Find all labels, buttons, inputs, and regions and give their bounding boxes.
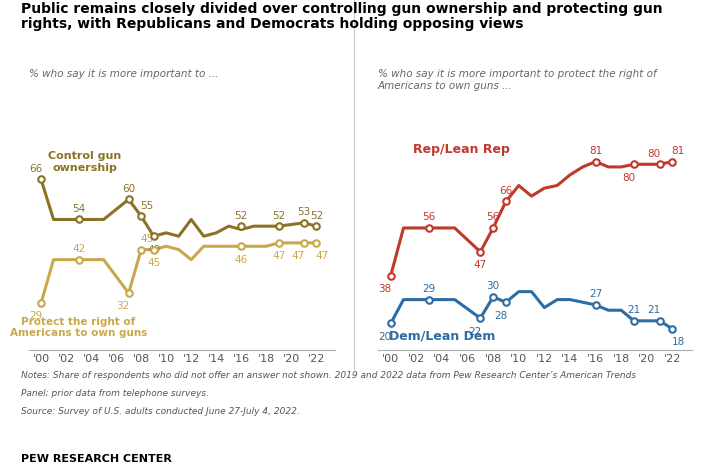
- Text: 29: 29: [423, 284, 436, 294]
- Point: [73, 256, 84, 263]
- Point: [590, 301, 601, 309]
- Text: 60: 60: [122, 184, 135, 194]
- Text: 47: 47: [473, 260, 487, 270]
- Text: 66: 66: [29, 164, 42, 174]
- Text: Dem/Lean Dem: Dem/Lean Dem: [389, 329, 495, 342]
- Text: Control gun
ownership: Control gun ownership: [48, 151, 121, 173]
- Text: 28: 28: [494, 311, 507, 321]
- Point: [235, 222, 247, 230]
- Point: [311, 222, 322, 230]
- Point: [654, 317, 665, 324]
- Text: 21: 21: [627, 305, 640, 315]
- Point: [667, 325, 678, 333]
- Point: [148, 246, 160, 254]
- Text: 30: 30: [486, 281, 500, 291]
- Point: [273, 222, 284, 230]
- Text: 80: 80: [647, 149, 661, 159]
- Point: [424, 296, 435, 303]
- Point: [475, 315, 486, 322]
- Text: Notes: Share of respondents who did not offer an answer not shown. 2019 and 2022: Notes: Share of respondents who did not …: [21, 371, 637, 380]
- Point: [298, 219, 309, 227]
- Text: 47: 47: [272, 251, 285, 261]
- Text: Public remains closely divided over controlling gun ownership and protecting gun: Public remains closely divided over cont…: [21, 2, 663, 17]
- Point: [628, 160, 640, 168]
- Text: rights, with Republicans and Democrats holding opposing views: rights, with Republicans and Democrats h…: [21, 17, 524, 31]
- Point: [123, 196, 134, 203]
- Text: 53: 53: [297, 207, 310, 217]
- Text: 55: 55: [140, 201, 153, 210]
- Point: [73, 216, 84, 223]
- Text: 42: 42: [72, 244, 85, 254]
- Text: Source: Survey of U.S. adults conducted June 27-July 4, 2022.: Source: Survey of U.S. adults conducted …: [21, 407, 300, 416]
- Text: 66: 66: [499, 186, 513, 196]
- Point: [148, 232, 160, 240]
- Point: [298, 239, 309, 247]
- Text: 52: 52: [235, 210, 248, 220]
- Point: [135, 212, 147, 220]
- Point: [424, 224, 435, 232]
- Text: 45: 45: [140, 234, 153, 244]
- Text: 29: 29: [29, 312, 42, 322]
- Text: PEW RESEARCH CENTER: PEW RESEARCH CENTER: [21, 454, 173, 464]
- Text: 27: 27: [589, 289, 602, 299]
- Point: [36, 175, 47, 183]
- Point: [501, 198, 512, 205]
- Point: [590, 158, 601, 166]
- Point: [488, 293, 499, 301]
- Text: 81: 81: [672, 146, 684, 156]
- Text: 45: 45: [147, 258, 160, 268]
- Text: 18: 18: [672, 337, 684, 347]
- Point: [123, 289, 134, 297]
- Text: 81: 81: [589, 146, 602, 156]
- Text: 54: 54: [72, 204, 85, 214]
- Text: 21: 21: [647, 305, 661, 315]
- Point: [135, 246, 147, 254]
- Text: 47: 47: [292, 251, 305, 261]
- Text: 22: 22: [468, 326, 481, 336]
- Text: % who say it is more important to ...: % who say it is more important to ...: [29, 69, 218, 79]
- Point: [36, 299, 47, 307]
- Point: [475, 248, 486, 255]
- Point: [311, 239, 322, 247]
- Text: 52: 52: [309, 210, 323, 220]
- Point: [667, 158, 678, 166]
- Text: 20: 20: [379, 332, 391, 342]
- Text: 32: 32: [116, 301, 130, 311]
- Point: [654, 160, 665, 168]
- Point: [385, 320, 396, 327]
- Text: 38: 38: [379, 284, 391, 294]
- Text: Protect the right of
Americans to own guns: Protect the right of Americans to own gu…: [10, 316, 148, 338]
- Text: Rep/Lean Rep: Rep/Lean Rep: [413, 143, 510, 156]
- Text: % who say it is more important to protect the right of
Americans to own guns ...: % who say it is more important to protec…: [378, 69, 657, 91]
- Text: Panel; prior data from telephone surveys.: Panel; prior data from telephone surveys…: [21, 389, 210, 398]
- Text: 47: 47: [315, 251, 329, 261]
- Point: [488, 224, 499, 232]
- Text: 52: 52: [272, 210, 285, 220]
- Point: [385, 272, 396, 280]
- Text: 49: 49: [147, 245, 160, 254]
- Point: [501, 298, 512, 306]
- Text: 56: 56: [423, 212, 436, 222]
- Point: [628, 317, 640, 324]
- Text: 46: 46: [235, 254, 248, 264]
- Text: 56: 56: [486, 212, 500, 222]
- Point: [235, 243, 247, 250]
- Point: [273, 239, 284, 247]
- Text: 80: 80: [622, 173, 635, 183]
